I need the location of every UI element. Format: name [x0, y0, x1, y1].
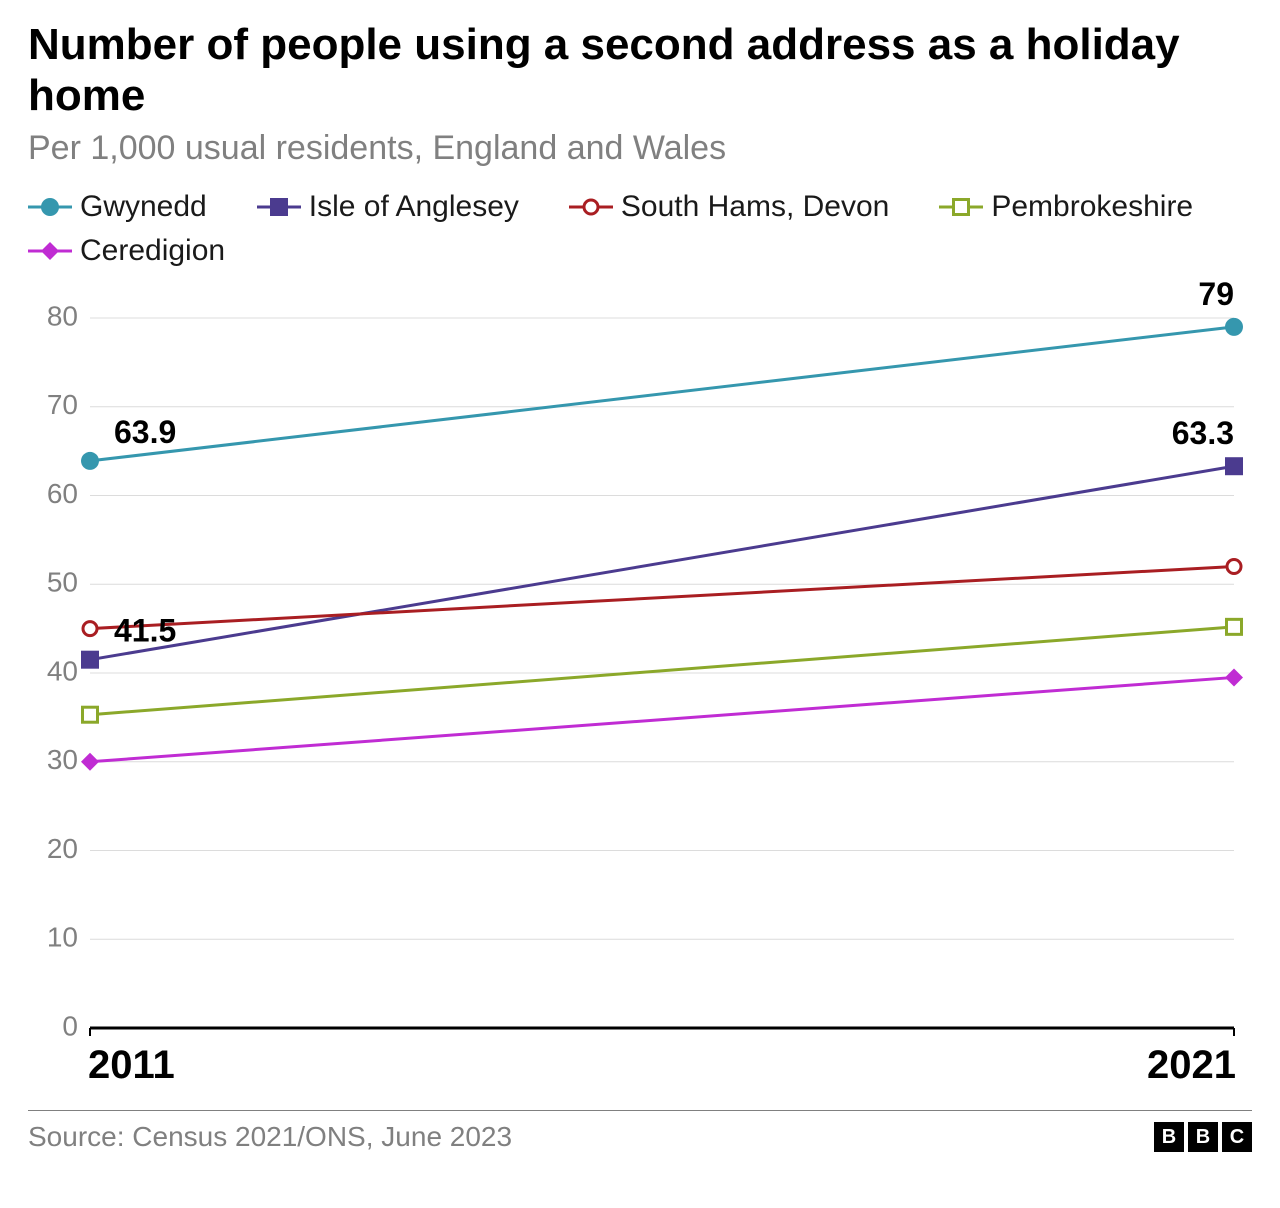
svg-text:60: 60 — [47, 478, 78, 509]
legend-item: Gwynedd — [28, 190, 207, 224]
chart-footer: Source: Census 2021/ONS, June 2023 BBC — [28, 1121, 1252, 1153]
svg-text:10: 10 — [47, 922, 78, 953]
bbc-logo: BBC — [1154, 1122, 1252, 1152]
svg-text:20: 20 — [47, 833, 78, 864]
svg-text:70: 70 — [47, 389, 78, 420]
svg-text:41.5: 41.5 — [114, 613, 176, 649]
legend-marker — [28, 241, 72, 261]
chart-plot-area: 0 10 20 30 40 50 60 70 80 2011 2021 63.9 79 41.5 63.3 — [28, 278, 1252, 1098]
legend-label: Isle of Anglesey — [309, 190, 519, 224]
svg-text:50: 50 — [47, 567, 78, 598]
svg-text:0: 0 — [62, 1011, 78, 1042]
svg-text:80: 80 — [47, 301, 78, 332]
chart-container: Number of people using a second address … — [0, 0, 1280, 1208]
chart-title: Number of people using a second address … — [28, 20, 1252, 121]
legend-marker — [257, 197, 301, 217]
bbc-logo-box: C — [1222, 1122, 1252, 1152]
legend-label: Gwynedd — [80, 190, 207, 224]
svg-text:63.3: 63.3 — [1172, 415, 1234, 451]
legend-label: South Hams, Devon — [621, 190, 889, 224]
legend-marker — [28, 197, 72, 217]
svg-text:2011: 2011 — [88, 1043, 175, 1087]
chart-legend: Gwynedd Isle of Anglesey South Hams, Devon… — [28, 190, 1252, 268]
legend-item: Isle of Anglesey — [257, 190, 519, 224]
legend-marker — [939, 197, 983, 217]
footer-divider — [28, 1110, 1252, 1111]
bbc-logo-box: B — [1154, 1122, 1184, 1152]
legend-item: Pembrokeshire — [939, 190, 1193, 224]
legend-item: South Hams, Devon — [569, 190, 889, 224]
svg-text:40: 40 — [47, 656, 78, 687]
legend-label: Pembrokeshire — [991, 190, 1193, 224]
svg-text:2021: 2021 — [1147, 1043, 1236, 1087]
source-text: Source: Census 2021/ONS, June 2023 — [28, 1121, 512, 1153]
legend-item: Ceredigion — [28, 234, 225, 268]
line-chart-svg: 0 10 20 30 40 50 60 70 80 2011 2021 63.9 79 41.5 63.3 — [28, 278, 1252, 1098]
legend-label: Ceredigion — [80, 234, 225, 268]
svg-text:30: 30 — [47, 744, 78, 775]
svg-text:79: 79 — [1198, 278, 1234, 312]
legend-marker — [569, 197, 613, 217]
chart-subtitle: Per 1,000 usual residents, England and W… — [28, 129, 1252, 168]
bbc-logo-box: B — [1188, 1122, 1218, 1152]
svg-text:63.9: 63.9 — [114, 414, 176, 450]
